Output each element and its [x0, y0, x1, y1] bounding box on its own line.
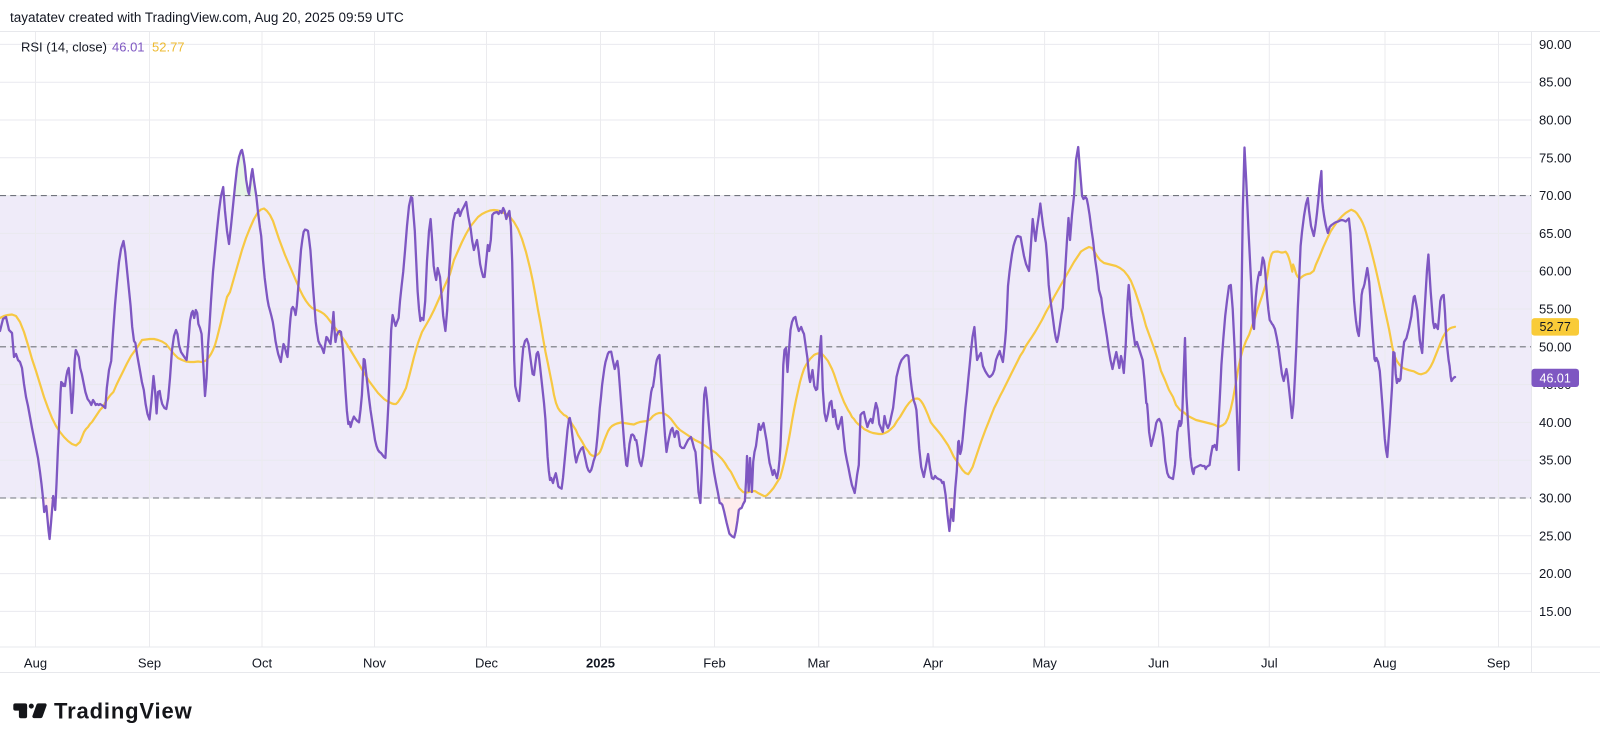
svg-text:20.00: 20.00	[1539, 566, 1572, 581]
svg-text:Nov: Nov	[363, 656, 387, 671]
svg-text:Oct: Oct	[252, 656, 273, 671]
svg-text:Aug: Aug	[1373, 656, 1396, 671]
svg-text:Mar: Mar	[808, 656, 831, 671]
svg-text:30.00: 30.00	[1539, 491, 1572, 506]
svg-text:52.77: 52.77	[152, 40, 185, 55]
svg-text:46.01: 46.01	[112, 40, 145, 55]
svg-text:15.00: 15.00	[1539, 604, 1572, 619]
svg-text:TradingView: TradingView	[54, 699, 193, 724]
svg-text:55.00: 55.00	[1539, 302, 1572, 317]
svg-text:Feb: Feb	[703, 656, 725, 671]
svg-text:May: May	[1032, 656, 1057, 671]
svg-text:85.00: 85.00	[1539, 75, 1572, 90]
svg-text:46.01: 46.01	[1540, 371, 1571, 385]
svg-text:75.00: 75.00	[1539, 150, 1572, 165]
svg-text:70.00: 70.00	[1539, 188, 1572, 203]
svg-text:25.00: 25.00	[1539, 528, 1572, 543]
svg-text:80.00: 80.00	[1539, 113, 1572, 128]
svg-text:50.00: 50.00	[1539, 339, 1572, 354]
svg-text:Dec: Dec	[475, 656, 499, 671]
svg-text:tayatatev created with Trading: tayatatev created with TradingView.com, …	[10, 10, 404, 25]
svg-text:90.00: 90.00	[1539, 37, 1572, 52]
svg-text:2025: 2025	[586, 656, 615, 671]
svg-text:Jul: Jul	[1261, 656, 1278, 671]
svg-text:Sep: Sep	[1487, 656, 1510, 671]
svg-text:60.00: 60.00	[1539, 264, 1572, 279]
svg-text:Aug: Aug	[24, 656, 47, 671]
svg-text:40.00: 40.00	[1539, 415, 1572, 430]
svg-text:RSI (14, close): RSI (14, close)	[21, 40, 107, 55]
svg-text:Apr: Apr	[923, 656, 944, 671]
svg-text:52.77: 52.77	[1540, 320, 1571, 334]
svg-text:Jun: Jun	[1148, 656, 1169, 671]
svg-text:65.00: 65.00	[1539, 226, 1572, 241]
svg-text:Sep: Sep	[138, 656, 161, 671]
svg-text:35.00: 35.00	[1539, 453, 1572, 468]
